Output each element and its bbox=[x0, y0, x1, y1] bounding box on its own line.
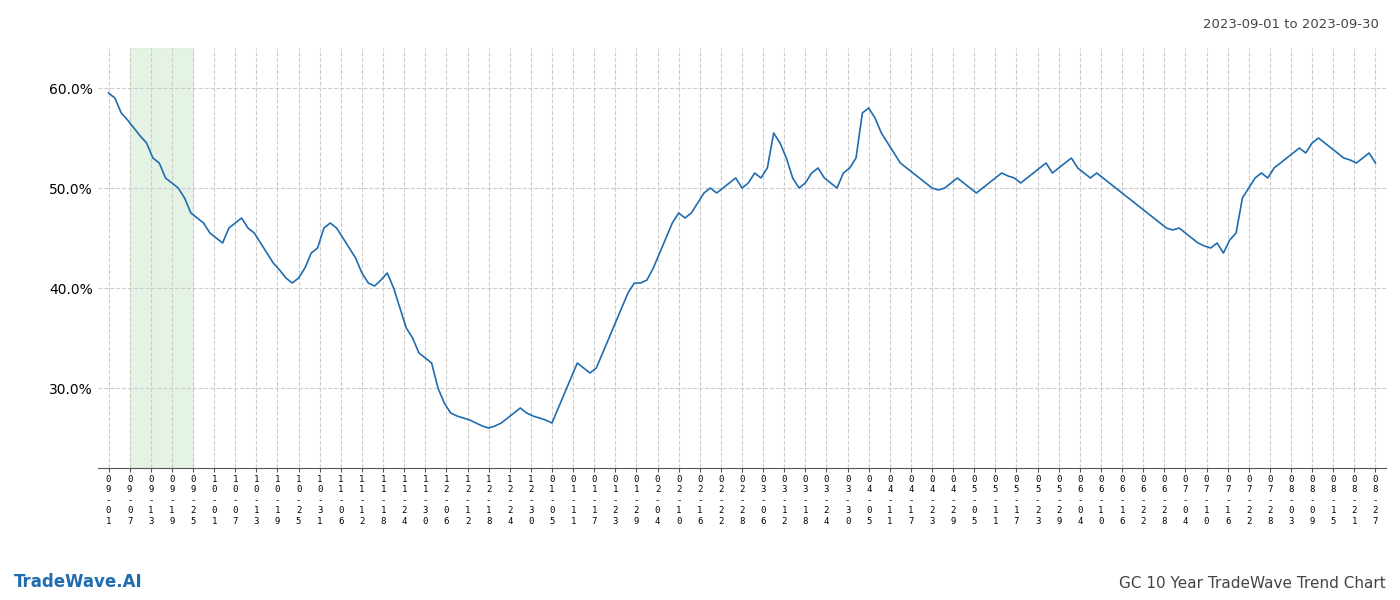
Text: TradeWave.AI: TradeWave.AI bbox=[14, 573, 143, 591]
Text: 2023-09-01 to 2023-09-30: 2023-09-01 to 2023-09-30 bbox=[1203, 18, 1379, 31]
Text: GC 10 Year TradeWave Trend Chart: GC 10 Year TradeWave Trend Chart bbox=[1119, 576, 1386, 591]
Bar bbox=[130, 48, 193, 468]
